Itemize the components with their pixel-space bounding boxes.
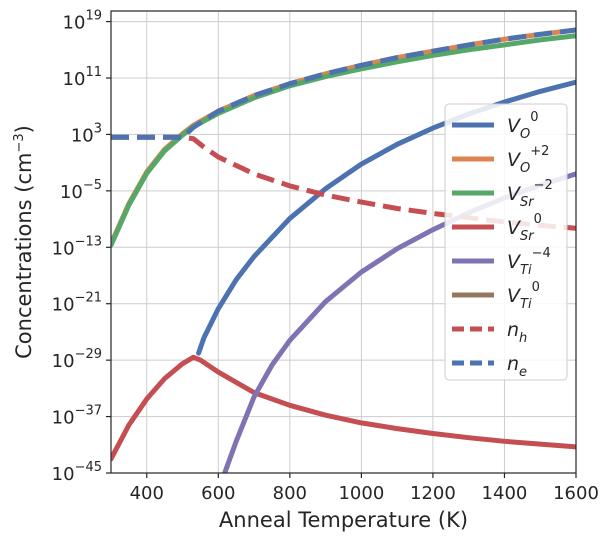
legend-entry-sub: Ti xyxy=(520,263,532,278)
y-axis-label-exp: −3 xyxy=(12,133,27,152)
y-tick-exp: −13 xyxy=(75,234,102,249)
legend-box xyxy=(444,103,568,381)
plot-frame xyxy=(110,10,577,474)
y-tick-label: 10−5 xyxy=(60,178,102,203)
legend-entry-sup: −4 xyxy=(532,246,551,261)
legend-entry-base: n xyxy=(507,353,519,375)
y-tick-exp: 19 xyxy=(85,9,102,24)
legend-entry-sup: 0 xyxy=(532,280,540,295)
x-tick-label: 1600 xyxy=(553,483,599,504)
y-tick-exp: −5 xyxy=(83,178,102,193)
legend-entry-base: V xyxy=(507,251,522,273)
x-tick-label: 1400 xyxy=(482,483,528,504)
legend-entry: VSr −2 xyxy=(507,178,553,210)
y-tick-exp: −45 xyxy=(75,460,102,475)
legend-entry: VTi0 xyxy=(507,280,540,312)
y-tick-label: 1019 xyxy=(63,9,102,34)
legend-entry: ne xyxy=(507,353,527,380)
x-axis-label: Anneal Temperature (K) xyxy=(219,508,468,532)
y-axis-label-close: ) xyxy=(12,125,36,133)
legend-entry-base: V xyxy=(507,149,522,171)
y-tick-label: 10−29 xyxy=(52,347,102,372)
legend-entry: VO0 xyxy=(507,110,539,142)
legend-entry-base: V xyxy=(507,285,522,307)
series-line-n-e xyxy=(111,27,576,140)
y-tick-base: 10 xyxy=(60,182,83,203)
legend-entry-sup: +2 xyxy=(530,144,549,159)
x-tick-label: 600 xyxy=(201,483,235,504)
x-tick-label: 1200 xyxy=(410,483,456,504)
legend-entry-sup: −2 xyxy=(534,178,553,193)
legend-entry-sub: Ti xyxy=(520,297,532,312)
y-axis-label-text: Concentrations (cm xyxy=(12,153,36,359)
legend-entry-sub: O xyxy=(520,127,530,142)
y-tick-exp: 11 xyxy=(85,65,102,80)
y-tick-exp: 3 xyxy=(94,121,102,136)
series-line-v-sr-0 xyxy=(111,354,576,462)
y-tick-base: 10 xyxy=(63,13,86,34)
x-tick-label: 400 xyxy=(130,483,164,504)
legend-entry: nh xyxy=(507,319,527,346)
legend-entry-base: V xyxy=(507,183,522,205)
legend-entry-base: V xyxy=(507,115,522,137)
y-tick-exp: −29 xyxy=(75,347,102,362)
legend-entry-sub: h xyxy=(519,331,527,346)
y-tick-label: 103 xyxy=(71,121,102,146)
y-tick-base: 10 xyxy=(52,238,75,259)
legend-entry: VSr 0 xyxy=(507,212,542,244)
y-tick-exp: −21 xyxy=(75,291,102,306)
legend-entry-sub: O xyxy=(520,161,530,176)
legend-entry-base: n xyxy=(507,319,519,341)
legend-entry: VO+2 xyxy=(507,144,549,176)
y-tick-base: 10 xyxy=(52,295,75,316)
legend-entry-sup: 0 xyxy=(534,212,542,227)
x-tick-label: 1000 xyxy=(338,483,384,504)
legend-entry-sub: e xyxy=(519,365,527,380)
x-axis-ticks: 400 600 800 1000 1200 1400 1600 xyxy=(130,473,599,504)
legend-entry-sub: Sr xyxy=(520,195,535,210)
x-tick-label: 800 xyxy=(273,483,307,504)
y-tick-base: 10 xyxy=(52,351,75,372)
y-tick-base: 10 xyxy=(71,125,94,146)
y-tick-base: 10 xyxy=(52,464,75,485)
legend-entry-base: V xyxy=(507,217,522,239)
y-tick-label: 10−37 xyxy=(52,404,102,429)
y-tick-base: 10 xyxy=(52,408,75,429)
y-tick-label: 10−21 xyxy=(52,291,102,316)
y-tick-exp: −37 xyxy=(75,404,102,419)
y-axis-label: Concentrations (cm−3) xyxy=(12,125,36,359)
legend-entry: VTi−4 xyxy=(507,246,551,278)
legend-entry-sub: Sr xyxy=(520,229,535,244)
legend-entry-sup: 0 xyxy=(530,110,538,125)
y-tick-base: 10 xyxy=(63,69,86,90)
y-tick-label: 10−13 xyxy=(52,234,102,259)
y-tick-label: 1011 xyxy=(63,65,102,90)
y-tick-label: 10−45 xyxy=(52,460,102,485)
